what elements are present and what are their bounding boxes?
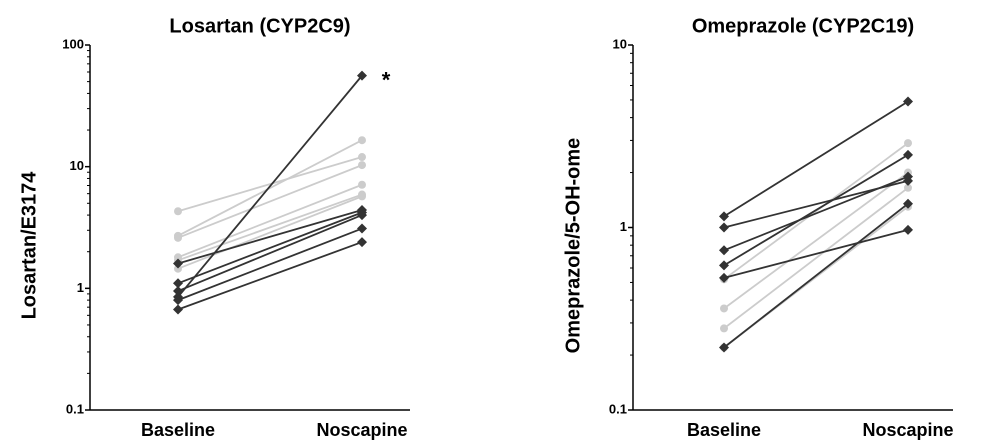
data-point xyxy=(173,286,183,297)
data-point xyxy=(904,183,912,192)
series-line xyxy=(177,183,363,259)
data-point xyxy=(173,278,183,289)
y-tick-label: 1 xyxy=(620,219,627,234)
series xyxy=(174,161,366,242)
series xyxy=(719,224,913,283)
series xyxy=(720,139,912,284)
data-point xyxy=(173,304,183,315)
series-line xyxy=(723,203,909,349)
data-point xyxy=(357,210,367,221)
data-point xyxy=(358,161,366,170)
series xyxy=(174,153,366,216)
series-line xyxy=(723,100,909,218)
annotation: * xyxy=(382,67,391,92)
y-axis-title: Omeprazole/5-OH-ome xyxy=(562,138,584,354)
data-point xyxy=(357,237,367,248)
series-line xyxy=(723,142,909,281)
data-point xyxy=(173,295,183,306)
series xyxy=(719,198,913,353)
data-point xyxy=(719,245,729,256)
x-tick-label: Baseline xyxy=(687,420,761,440)
series xyxy=(174,136,366,240)
series-line xyxy=(723,171,909,310)
data-point xyxy=(174,233,182,242)
y-tick-label: 100 xyxy=(62,36,84,51)
data-point xyxy=(358,136,366,145)
data-point xyxy=(719,260,729,271)
series-line xyxy=(177,156,363,213)
series-line xyxy=(177,164,363,239)
data-point xyxy=(719,342,729,353)
series xyxy=(719,149,913,271)
series xyxy=(719,96,913,222)
data-point xyxy=(357,70,367,81)
data-point xyxy=(173,258,183,269)
data-point xyxy=(903,96,913,107)
x-tick-label: Noscapine xyxy=(862,420,953,440)
y-tick-label: 10 xyxy=(613,36,627,51)
data-point xyxy=(903,171,913,182)
x-tick-label: Noscapine xyxy=(316,420,407,440)
data-point xyxy=(357,223,367,234)
data-point xyxy=(358,153,366,162)
series xyxy=(173,70,367,302)
x-tick-label: Baseline xyxy=(141,420,215,440)
series-line xyxy=(177,193,363,262)
chart-title: Losartan (CYP2C9) xyxy=(169,15,350,37)
y-tick-label: 0.1 xyxy=(66,401,84,416)
y-tick-label: 1 xyxy=(77,280,84,295)
series-line xyxy=(177,75,363,298)
series-line xyxy=(723,175,909,252)
series xyxy=(719,175,913,233)
data-point xyxy=(903,224,913,235)
series-line xyxy=(177,195,363,270)
data-point xyxy=(720,304,728,313)
y-axis-title: Losartan/E3174 xyxy=(18,171,40,320)
series xyxy=(719,171,913,256)
chart-title: Omeprazole (CYP2C19) xyxy=(692,15,914,37)
series-line xyxy=(177,209,363,265)
series xyxy=(174,192,366,273)
series-line xyxy=(723,187,909,330)
series-line xyxy=(723,154,909,267)
data-point xyxy=(174,264,182,273)
data-point xyxy=(358,192,366,201)
series-line xyxy=(177,211,363,285)
data-point xyxy=(904,139,912,148)
y-tick-label: 10 xyxy=(70,158,84,173)
series xyxy=(173,237,367,315)
series-line xyxy=(177,139,363,237)
data-point xyxy=(903,149,913,160)
series xyxy=(173,210,367,297)
data-point xyxy=(174,207,182,216)
series xyxy=(174,180,366,262)
y-tick-label: 0.1 xyxy=(609,401,627,416)
data-point xyxy=(720,324,728,333)
data-point xyxy=(719,272,729,283)
data-point xyxy=(719,222,729,233)
data-point xyxy=(358,180,366,189)
series xyxy=(720,183,912,333)
data-point xyxy=(719,211,729,222)
series xyxy=(173,223,367,306)
series-line xyxy=(723,229,909,279)
series-line xyxy=(177,227,363,301)
data-point xyxy=(903,198,913,209)
series-line xyxy=(177,241,363,311)
series-line xyxy=(177,214,363,292)
